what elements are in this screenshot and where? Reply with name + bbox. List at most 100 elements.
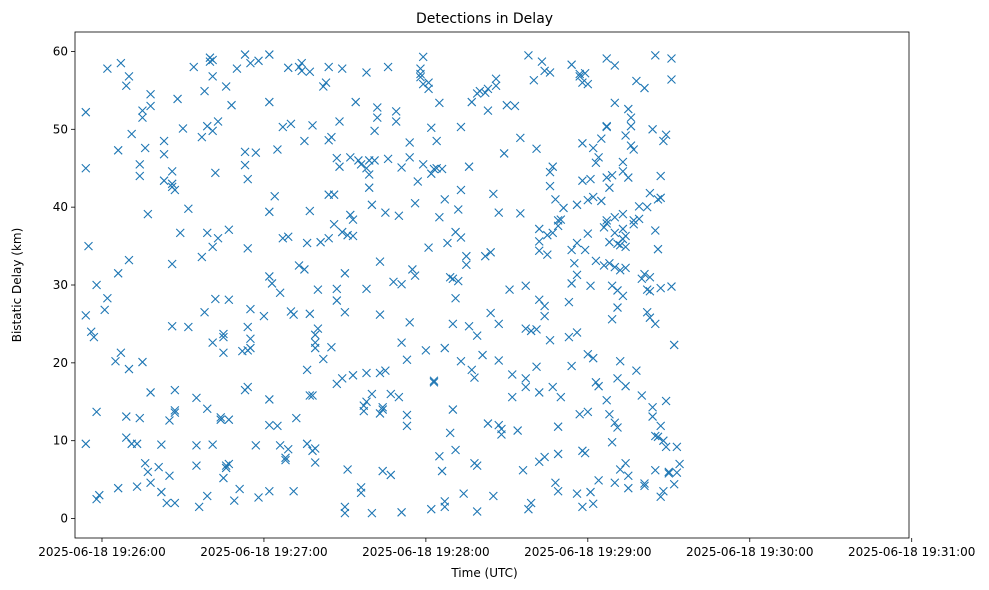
data-point-527	[664, 467, 674, 477]
data-point-340	[507, 370, 517, 379]
data-point-299	[453, 276, 463, 286]
data-point-282	[434, 212, 444, 222]
data-point-195	[337, 64, 347, 73]
data-point-404	[578, 78, 587, 87]
data-point-178	[318, 82, 328, 91]
data-point-420	[588, 143, 598, 153]
data-point-472	[621, 231, 630, 241]
data-point-529	[667, 75, 676, 84]
data-point-310	[467, 97, 477, 107]
data-point-181	[324, 62, 334, 72]
data-point-83	[208, 55, 218, 65]
data-point-440	[602, 122, 612, 132]
data-point-528	[667, 54, 676, 63]
data-point-233	[375, 368, 385, 378]
data-point-304	[456, 356, 466, 366]
data-point-308	[464, 162, 474, 172]
data-point-209	[351, 97, 361, 107]
data-point-399	[572, 270, 582, 280]
data-point-238	[380, 208, 390, 217]
data-point-343	[513, 426, 523, 435]
data-point-276	[429, 164, 439, 174]
data-point-353	[526, 326, 536, 336]
data-point-372	[545, 68, 555, 77]
data-point-497	[642, 202, 652, 212]
data-point-297	[451, 293, 460, 303]
x-axis-ticks: 2025-06-18 19:26:00 2025-06-18 19:27:00 20…	[38, 538, 975, 559]
data-point-39	[143, 467, 153, 477]
data-point-73	[197, 132, 207, 142]
data-point-15	[113, 268, 123, 278]
data-point-26	[124, 364, 134, 374]
data-point-356	[532, 144, 541, 154]
data-point-347	[521, 324, 531, 333]
data-point-29	[132, 482, 142, 492]
data-point-316	[472, 461, 482, 470]
data-point-87	[208, 338, 218, 347]
data-point-96	[219, 329, 228, 339]
data-point-173	[313, 285, 323, 295]
y-axis-ticks: 0 10 20 30 40 50 60	[53, 44, 75, 526]
data-points	[81, 50, 684, 518]
data-point-40	[146, 478, 155, 488]
data-point-362	[534, 295, 544, 305]
data-point-450	[610, 212, 620, 222]
data-point-361	[534, 246, 544, 256]
data-point-462	[615, 265, 625, 275]
data-point-198	[340, 268, 350, 278]
data-point-43	[146, 388, 155, 397]
data-point-451	[610, 228, 620, 238]
data-point-315	[472, 331, 482, 340]
data-point-269	[421, 346, 431, 355]
data-point-427	[594, 152, 604, 162]
data-point-258	[405, 317, 415, 327]
data-point-468	[618, 224, 628, 234]
data-point-441	[605, 183, 614, 193]
data-point-100	[221, 463, 231, 473]
data-point-104	[224, 295, 234, 305]
data-point-289	[440, 497, 450, 506]
data-point-380	[551, 478, 560, 488]
data-point-268	[418, 159, 428, 169]
data-point-78	[202, 228, 212, 238]
data-point-254	[402, 410, 412, 420]
data-point-18	[116, 58, 126, 68]
data-point-284	[437, 164, 447, 174]
data-point-205	[345, 210, 355, 220]
data-point-57	[167, 321, 177, 331]
data-point-0	[81, 107, 91, 117]
data-point-435	[602, 121, 612, 131]
data-point-167	[308, 121, 317, 130]
data-point-240	[383, 62, 393, 72]
data-point-128	[259, 311, 269, 321]
data-point-164	[305, 206, 315, 216]
data-point-283	[434, 451, 444, 461]
data-point-45	[156, 440, 166, 449]
data-point-75	[200, 86, 209, 96]
data-point-445	[607, 170, 617, 180]
data-point-411	[580, 448, 590, 458]
data-point-352	[524, 504, 533, 514]
data-point-107	[229, 496, 239, 506]
data-point-146	[283, 232, 293, 242]
data-point-3	[86, 327, 96, 337]
data-point-328	[488, 491, 498, 501]
data-point-395	[569, 258, 579, 268]
data-point-300	[453, 205, 463, 214]
data-point-105	[224, 415, 234, 425]
data-point-384	[553, 449, 563, 459]
data-point-97	[219, 348, 228, 358]
data-point-224	[367, 200, 377, 210]
data-point-152	[289, 486, 299, 496]
y-tick-label-6: 60	[53, 44, 68, 58]
data-point-306	[461, 260, 471, 270]
data-point-187	[329, 190, 339, 200]
data-point-366	[540, 66, 550, 76]
y-tick-label-3: 30	[53, 278, 68, 292]
data-point-76	[200, 307, 209, 317]
data-point-500	[645, 188, 655, 198]
data-point-13	[102, 64, 112, 73]
data-point-185	[327, 132, 336, 142]
data-point-423	[588, 499, 598, 509]
data-point-225	[367, 389, 377, 399]
